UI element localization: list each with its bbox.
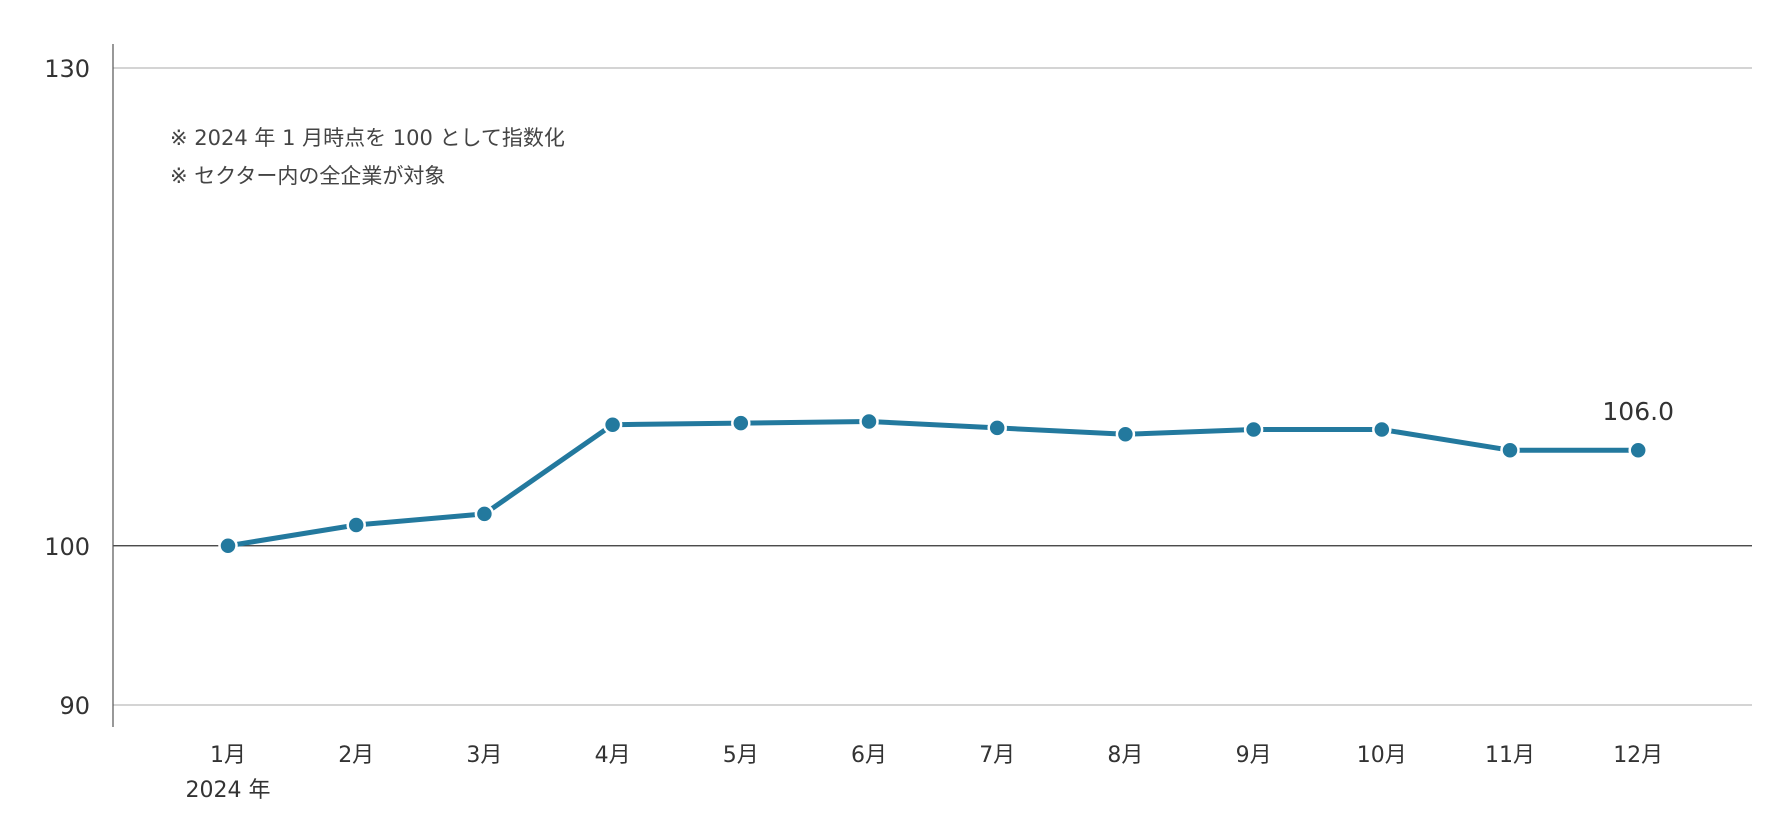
x-tick-labels: 1月 2月 3月 4月 5月 6月 7月 8月 9月 10月 11月 12月 bbox=[210, 743, 1663, 768]
x-tick-label: 6月 bbox=[851, 743, 887, 768]
y-tick-label: 90 bbox=[59, 692, 90, 720]
x-tick-label: 5月 bbox=[723, 743, 759, 768]
data-point bbox=[859, 411, 879, 432]
y-tick-labels: 90 100 130 bbox=[44, 55, 90, 720]
x-tick-label: 10月 bbox=[1357, 743, 1407, 768]
x-year-label: 2024 年 bbox=[186, 778, 271, 803]
data-point bbox=[1243, 419, 1264, 440]
data-point bbox=[987, 418, 1007, 438]
data-point bbox=[474, 504, 495, 524]
data-point bbox=[1500, 440, 1520, 460]
x-tick-label: 2月 bbox=[338, 743, 374, 768]
end-data-label: 106.0 bbox=[1602, 397, 1674, 426]
data-point bbox=[1372, 419, 1392, 440]
note-2: ※ セクター内の全企業が対象 bbox=[170, 164, 445, 188]
x-tick-label: 8月 bbox=[1107, 743, 1143, 768]
x-tick-label: 1月 bbox=[210, 743, 246, 768]
x-tick-label: 12月 bbox=[1613, 743, 1663, 768]
x-tick-label: 7月 bbox=[979, 743, 1015, 768]
data-point bbox=[731, 413, 751, 433]
x-tick-label: 11月 bbox=[1485, 743, 1535, 768]
note-1: ※ 2024 年 1 月時点を 100 として指数化 bbox=[170, 126, 565, 150]
x-tick-label: 9月 bbox=[1236, 743, 1272, 768]
gridlines bbox=[113, 67, 1752, 706]
series-line bbox=[225, 419, 1641, 549]
data-point bbox=[602, 414, 623, 435]
data-points bbox=[218, 411, 1648, 556]
data-point bbox=[1628, 440, 1648, 460]
data-point bbox=[218, 536, 238, 556]
x-tick-label: 3月 bbox=[466, 743, 502, 768]
y-tick-label: 130 bbox=[44, 55, 90, 83]
x-tick-label: 4月 bbox=[595, 743, 631, 768]
data-point bbox=[1115, 424, 1136, 445]
y-tick-label: 100 bbox=[44, 533, 90, 561]
data-point bbox=[346, 515, 366, 535]
